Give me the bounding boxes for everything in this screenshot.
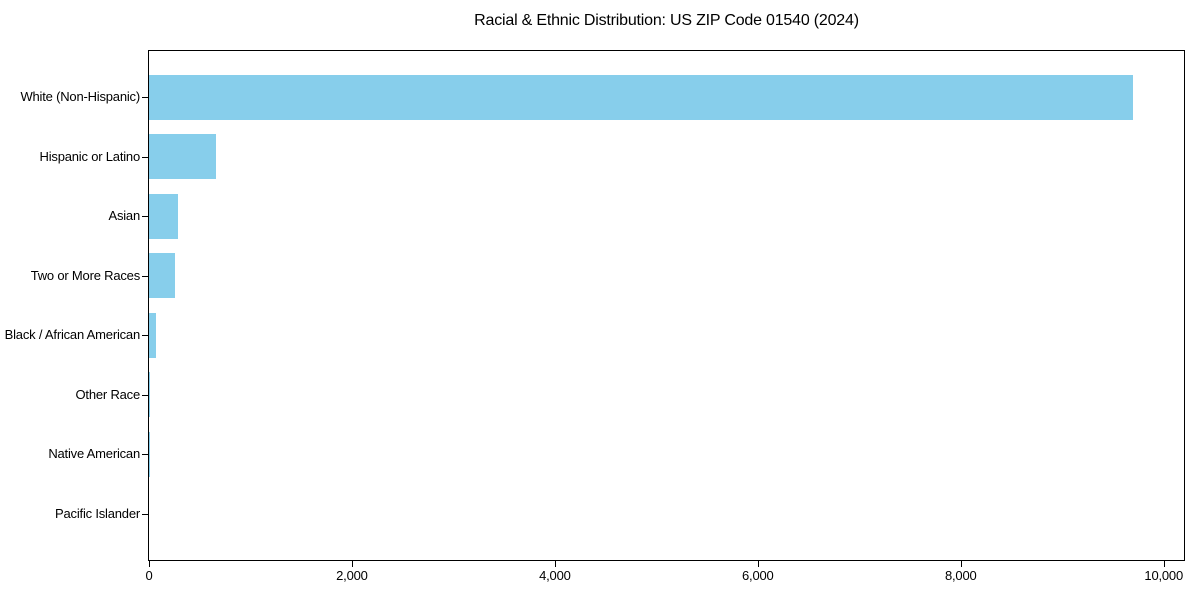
bar-white-non-hispanic [149,74,1134,120]
y-tick-label-other-race: Other Race [75,386,141,402]
bar-asian [149,193,179,239]
y-tick-label-hispanic-or-latino: Hispanic or Latino [39,148,141,164]
y-tick-label-black-african-american: Black / African American [4,327,141,343]
x-tick-mark [351,561,353,567]
plot-area [148,50,1185,561]
y-tick-mark [142,97,148,98]
y-tick-mark [142,513,148,515]
x-tick-mark [960,561,962,567]
y-tick-label-pacific-islander: Pacific Islander [55,505,140,521]
x-tick-label: 4,000 [539,568,571,583]
x-tick-label: 6,000 [742,568,774,583]
x-tick-label: 0 [145,568,153,583]
chart-title: Racial & Ethnic Distribution: US ZIP Cod… [474,12,859,29]
x-tick-label: 8,000 [944,568,977,583]
x-tick-label: 2,000 [336,568,368,583]
y-tick-label-native-american: Native American [48,446,140,462]
y-tick-label-white-non-hispanic: White (Non-Hispanic) [20,89,140,104]
x-tick-mark [554,561,556,567]
y-tick-mark [142,216,148,218]
y-tick-label-two-or-more-races: Two or More Races [30,267,141,283]
bar-other-race [149,372,151,418]
bar-two-or-more-races [149,253,176,299]
bar-black-african-american [149,312,156,358]
y-tick-mark [142,275,148,277]
x-tick-mark [757,561,759,567]
y-tick-mark [142,454,148,456]
y-tick-label-asian: Asian [108,208,140,224]
bar-hispanic-or-latino [149,134,216,180]
y-tick-mark [142,394,148,396]
y-tick-mark [142,335,148,337]
y-tick-mark [142,156,148,158]
x-tick-mark [149,561,150,567]
x-tick-label: 10,000 [1144,568,1183,583]
x-tick-mark [1163,561,1165,567]
